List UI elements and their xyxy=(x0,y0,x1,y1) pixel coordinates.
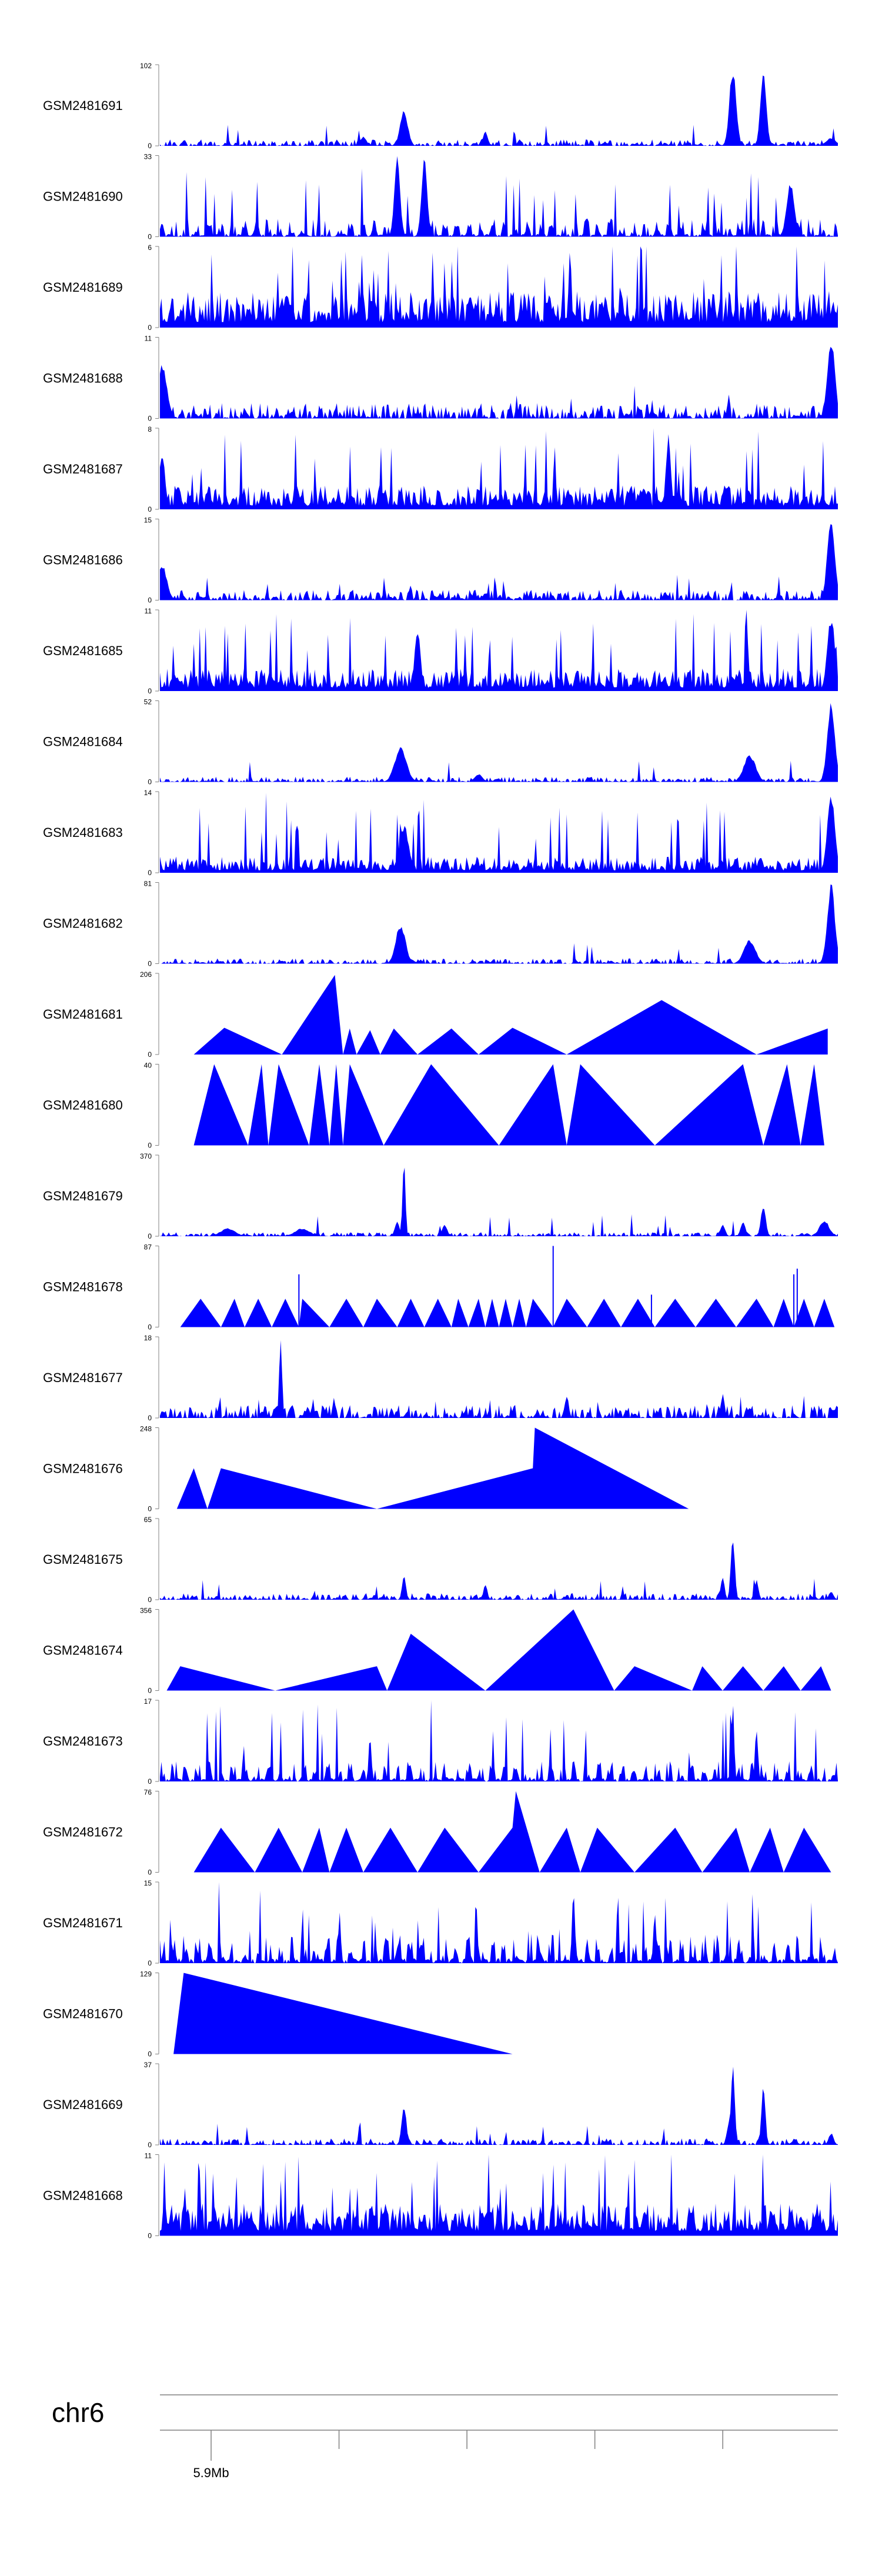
y-min-label: 0 xyxy=(148,233,152,241)
track-label: GSM2481684 xyxy=(43,735,123,749)
y-max-label: 370 xyxy=(140,1152,152,1160)
track-area xyxy=(160,2154,838,2236)
track-area xyxy=(160,524,838,600)
track-label: GSM2481686 xyxy=(43,553,123,568)
y-min-label: 0 xyxy=(148,1323,152,1332)
track-label: GSM2481688 xyxy=(43,371,123,386)
track-area xyxy=(160,1340,838,1418)
y-max-label: 52 xyxy=(144,698,152,706)
track-area xyxy=(160,703,838,782)
y-min-label: 0 xyxy=(148,1142,152,1150)
track-label: GSM2481670 xyxy=(43,2007,123,2021)
track-area xyxy=(176,1427,689,1509)
track-area xyxy=(160,793,838,873)
y-max-label: 76 xyxy=(144,1788,152,1797)
track-area xyxy=(180,1299,835,1327)
y-max-label: 87 xyxy=(144,1243,152,1252)
genome-axis-tick-label: 5.9Mb xyxy=(193,2465,229,2480)
y-min-label: 0 xyxy=(148,869,152,877)
track-label: GSM2481685 xyxy=(43,643,123,658)
y-max-label: 17 xyxy=(144,1697,152,1706)
track-area xyxy=(160,75,838,146)
track-label: GSM2481690 xyxy=(43,189,123,204)
y-min-label: 0 xyxy=(148,323,152,332)
y-max-label: 65 xyxy=(144,1516,152,1524)
y-max-label: 15 xyxy=(144,1879,152,1887)
y-min-label: 0 xyxy=(148,1596,152,1604)
track-area xyxy=(173,1973,513,2054)
y-min-label: 0 xyxy=(148,960,152,968)
track-label: GSM2481673 xyxy=(43,1734,123,1749)
track-label: GSM2481677 xyxy=(43,1370,123,1385)
y-min-label: 0 xyxy=(148,2050,152,2058)
track-area xyxy=(160,246,838,328)
track-label: GSM2481672 xyxy=(43,1825,123,1840)
track-area xyxy=(160,2067,838,2145)
y-min-label: 0 xyxy=(148,596,152,605)
track-area xyxy=(160,1167,838,1236)
y-min-label: 0 xyxy=(148,2232,152,2240)
track-area xyxy=(193,1064,824,1146)
track-label: GSM2481680 xyxy=(43,1098,123,1113)
y-max-label: 33 xyxy=(144,153,152,161)
y-min-label: 0 xyxy=(148,415,152,423)
track-label: GSM2481676 xyxy=(43,1461,123,1476)
y-min-label: 0 xyxy=(148,505,152,513)
track-area xyxy=(160,156,838,237)
y-max-label: 37 xyxy=(144,2061,152,2069)
y-min-label: 0 xyxy=(148,2141,152,2149)
y-min-label: 0 xyxy=(148,1959,152,1967)
y-max-label: 129 xyxy=(140,1970,152,1978)
track-area xyxy=(193,975,828,1055)
y-max-label: 8 xyxy=(148,425,152,433)
y-max-label: 15 xyxy=(144,516,152,525)
track-area xyxy=(166,1609,831,1691)
track-label: GSM2481671 xyxy=(43,1916,123,1930)
track-area xyxy=(160,884,838,964)
track-area xyxy=(193,1791,831,1873)
track-label: GSM2481681 xyxy=(43,1007,123,1022)
y-min-label: 0 xyxy=(148,1232,152,1240)
track-area xyxy=(160,346,838,419)
y-min-label: 0 xyxy=(148,1687,152,1695)
y-min-label: 0 xyxy=(148,1414,152,1422)
chromosome-label: chr6 xyxy=(52,2397,104,2428)
track-label: GSM2481668 xyxy=(43,2188,123,2203)
y-min-label: 0 xyxy=(148,687,152,695)
y-min-label: 0 xyxy=(148,778,152,786)
track-label: GSM2481669 xyxy=(43,2097,123,2112)
y-min-label: 0 xyxy=(148,1505,152,1513)
y-max-label: 356 xyxy=(140,1607,152,1615)
y-max-label: 14 xyxy=(144,789,152,797)
track-label: GSM2481691 xyxy=(43,98,123,113)
track-area xyxy=(160,1882,838,1963)
y-max-label: 6 xyxy=(148,243,152,252)
y-min-label: 0 xyxy=(148,142,152,150)
track-label: GSM2481687 xyxy=(43,462,123,476)
y-max-label: 40 xyxy=(144,1062,152,1070)
track-label: GSM2481675 xyxy=(43,1552,123,1567)
y-min-label: 0 xyxy=(148,1777,152,1786)
track-label: GSM2481678 xyxy=(43,1280,123,1294)
y-max-label: 11 xyxy=(145,335,152,343)
track-area xyxy=(160,1542,838,1600)
y-min-label: 0 xyxy=(148,1868,152,1877)
y-max-label: 11 xyxy=(145,2152,152,2160)
y-min-label: 0 xyxy=(148,1050,152,1059)
track-label: GSM2481674 xyxy=(43,1643,123,1658)
y-max-label: 11 xyxy=(145,607,152,615)
y-max-label: 206 xyxy=(140,970,152,979)
y-max-label: 102 xyxy=(140,62,152,70)
y-max-label: 18 xyxy=(144,1334,152,1342)
track-label: GSM2481683 xyxy=(43,825,123,840)
track-area xyxy=(160,1700,838,1781)
track-area xyxy=(160,610,838,691)
y-max-label: 81 xyxy=(144,880,152,888)
y-max-label: 248 xyxy=(140,1425,152,1433)
track-label: GSM2481689 xyxy=(43,280,123,295)
track-label: GSM2481682 xyxy=(43,916,123,931)
track-area xyxy=(160,428,838,509)
track-label: GSM2481679 xyxy=(43,1189,123,1203)
